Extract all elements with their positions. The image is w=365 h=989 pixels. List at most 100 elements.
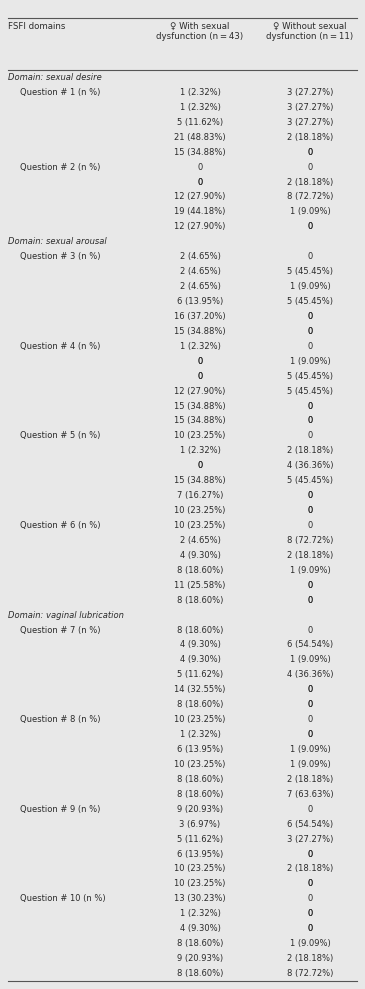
- Text: 0: 0: [307, 312, 313, 320]
- Text: 0: 0: [197, 162, 203, 171]
- Text: 5 (11.62%): 5 (11.62%): [177, 671, 223, 679]
- Text: 8 (18.60%): 8 (18.60%): [177, 940, 223, 948]
- Text: 0: 0: [307, 326, 313, 336]
- Text: 3 (6.97%): 3 (6.97%): [180, 820, 220, 829]
- Text: 4 (36.36%): 4 (36.36%): [287, 461, 333, 470]
- Text: 0: 0: [307, 312, 313, 320]
- Text: 3 (27.27%): 3 (27.27%): [287, 88, 333, 97]
- Text: 0: 0: [307, 506, 313, 515]
- Text: 0: 0: [307, 805, 313, 814]
- Text: 1 (9.09%): 1 (9.09%): [289, 357, 330, 366]
- Text: Question # 1 (n %): Question # 1 (n %): [20, 88, 100, 97]
- Text: 7 (16.27%): 7 (16.27%): [177, 492, 223, 500]
- Text: 16 (37.20%): 16 (37.20%): [174, 312, 226, 320]
- Text: 0: 0: [307, 492, 313, 500]
- Text: 1 (9.09%): 1 (9.09%): [289, 566, 330, 575]
- Text: 2 (4.65%): 2 (4.65%): [180, 282, 220, 291]
- Text: 8 (18.60%): 8 (18.60%): [177, 775, 223, 784]
- Text: Domain: sexual desire: Domain: sexual desire: [8, 73, 102, 82]
- Text: 15 (34.88%): 15 (34.88%): [174, 326, 226, 336]
- Text: 9 (20.93%): 9 (20.93%): [177, 805, 223, 814]
- Text: 0: 0: [307, 925, 313, 934]
- Text: 3 (27.27%): 3 (27.27%): [287, 103, 333, 112]
- Text: 4 (9.30%): 4 (9.30%): [180, 656, 220, 665]
- Text: 1 (2.32%): 1 (2.32%): [180, 342, 220, 351]
- Text: 2 (4.65%): 2 (4.65%): [180, 267, 220, 276]
- Text: 2 (18.18%): 2 (18.18%): [287, 864, 333, 873]
- Text: FSFI domains: FSFI domains: [8, 22, 65, 31]
- Text: 0: 0: [307, 162, 313, 171]
- Text: 0: 0: [307, 492, 313, 500]
- Text: 0: 0: [307, 909, 313, 919]
- Text: 6 (13.95%): 6 (13.95%): [177, 745, 223, 754]
- Text: Question # 4 (n %): Question # 4 (n %): [20, 342, 100, 351]
- Text: 1 (2.32%): 1 (2.32%): [180, 446, 220, 455]
- Text: 4 (9.30%): 4 (9.30%): [180, 641, 220, 650]
- Text: 2 (18.18%): 2 (18.18%): [287, 775, 333, 784]
- Text: 2 (18.18%): 2 (18.18%): [287, 551, 333, 560]
- Text: 1 (9.09%): 1 (9.09%): [289, 760, 330, 769]
- Text: 0: 0: [307, 894, 313, 903]
- Text: 0: 0: [307, 700, 313, 709]
- Text: 4 (36.36%): 4 (36.36%): [287, 671, 333, 679]
- Text: 0: 0: [307, 730, 313, 739]
- Text: 1 (2.32%): 1 (2.32%): [180, 88, 220, 97]
- Text: 0: 0: [307, 685, 313, 694]
- Text: 15 (34.88%): 15 (34.88%): [174, 476, 226, 486]
- Text: Domain: sexual arousal: Domain: sexual arousal: [8, 237, 107, 246]
- Text: 0: 0: [307, 506, 313, 515]
- Text: 3 (27.27%): 3 (27.27%): [287, 835, 333, 844]
- Text: 0: 0: [197, 177, 203, 187]
- Text: 0: 0: [307, 730, 313, 739]
- Text: 0: 0: [197, 357, 203, 366]
- Text: 2 (18.18%): 2 (18.18%): [287, 177, 333, 187]
- Text: Question # 8 (n %): Question # 8 (n %): [20, 715, 100, 724]
- Text: 0: 0: [307, 700, 313, 709]
- Text: 0: 0: [307, 431, 313, 440]
- Text: 10 (23.25%): 10 (23.25%): [174, 760, 226, 769]
- Text: 0: 0: [307, 595, 313, 604]
- Text: Domain: vaginal lubrication: Domain: vaginal lubrication: [8, 610, 124, 619]
- Text: 5 (45.45%): 5 (45.45%): [287, 372, 333, 381]
- Text: 12 (27.90%): 12 (27.90%): [174, 387, 226, 396]
- Text: 12 (27.90%): 12 (27.90%): [174, 223, 226, 231]
- Text: 2 (4.65%): 2 (4.65%): [180, 536, 220, 545]
- Text: 1 (2.32%): 1 (2.32%): [180, 103, 220, 112]
- Text: 15 (34.88%): 15 (34.88%): [174, 416, 226, 425]
- Text: Question # 7 (n %): Question # 7 (n %): [20, 625, 100, 635]
- Text: 8 (18.60%): 8 (18.60%): [177, 595, 223, 604]
- Text: 11 (25.58%): 11 (25.58%): [174, 581, 226, 589]
- Text: 21 (48.83%): 21 (48.83%): [174, 133, 226, 141]
- Text: 10 (23.25%): 10 (23.25%): [174, 864, 226, 873]
- Text: 0: 0: [307, 416, 313, 425]
- Text: 0: 0: [307, 581, 313, 589]
- Text: 2 (18.18%): 2 (18.18%): [287, 133, 333, 141]
- Text: Question # 6 (n %): Question # 6 (n %): [20, 521, 100, 530]
- Text: Question # 2 (n %): Question # 2 (n %): [20, 162, 100, 171]
- Text: 13 (30.23%): 13 (30.23%): [174, 894, 226, 903]
- Text: 5 (45.45%): 5 (45.45%): [287, 297, 333, 306]
- Text: 8 (18.60%): 8 (18.60%): [177, 700, 223, 709]
- Text: 8 (18.60%): 8 (18.60%): [177, 790, 223, 799]
- Text: 5 (11.62%): 5 (11.62%): [177, 835, 223, 844]
- Text: 10 (23.25%): 10 (23.25%): [174, 521, 226, 530]
- Text: 0: 0: [307, 879, 313, 888]
- Text: ♀ With sexual
dysfunction (n = 43): ♀ With sexual dysfunction (n = 43): [157, 22, 243, 42]
- Text: 0: 0: [307, 850, 313, 858]
- Text: 0: 0: [307, 402, 313, 410]
- Text: 9 (20.93%): 9 (20.93%): [177, 954, 223, 963]
- Text: 4 (9.30%): 4 (9.30%): [180, 551, 220, 560]
- Text: 0: 0: [307, 581, 313, 589]
- Text: 0: 0: [307, 909, 313, 919]
- Text: 2 (18.18%): 2 (18.18%): [287, 446, 333, 455]
- Text: 1 (9.09%): 1 (9.09%): [289, 940, 330, 948]
- Text: ♀ Without sexual
dysfunction (n = 11): ♀ Without sexual dysfunction (n = 11): [266, 22, 354, 42]
- Text: 0: 0: [197, 372, 203, 381]
- Text: 0: 0: [307, 326, 313, 336]
- Text: 10 (23.25%): 10 (23.25%): [174, 431, 226, 440]
- Text: 0: 0: [307, 925, 313, 934]
- Text: 5 (45.45%): 5 (45.45%): [287, 476, 333, 486]
- Text: 8 (18.60%): 8 (18.60%): [177, 566, 223, 575]
- Text: 12 (27.90%): 12 (27.90%): [174, 193, 226, 202]
- Text: 15 (34.88%): 15 (34.88%): [174, 147, 226, 156]
